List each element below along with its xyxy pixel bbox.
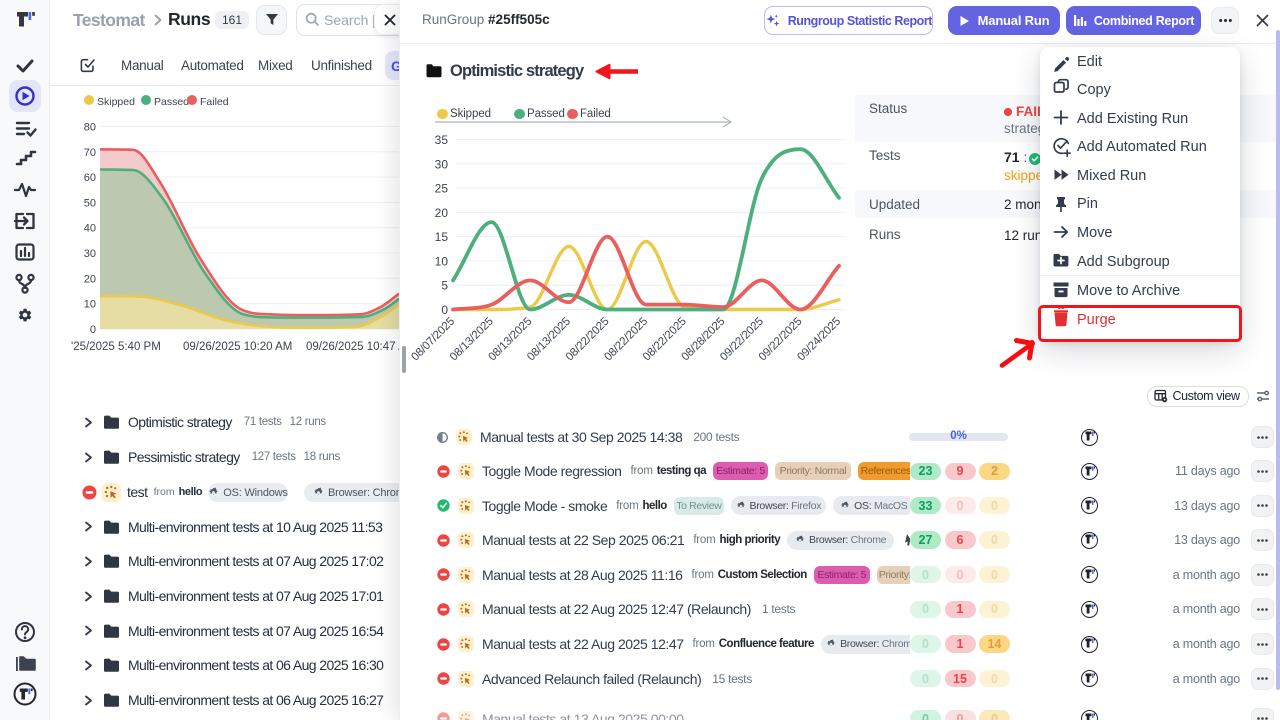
- svg-text:80: 80: [84, 122, 96, 134]
- svg-text:10: 10: [84, 299, 96, 311]
- svg-text:35: 35: [435, 133, 449, 147]
- svg-text:15: 15: [435, 230, 449, 244]
- svg-text:5: 5: [441, 279, 448, 293]
- svg-text:70: 70: [84, 147, 96, 159]
- svg-text:20: 20: [435, 206, 449, 220]
- svg-text:0: 0: [441, 303, 448, 317]
- svg-text:40: 40: [84, 223, 96, 235]
- svg-text:10: 10: [435, 254, 449, 268]
- svg-text:0: 0: [90, 324, 96, 336]
- svg-text:25: 25: [435, 182, 449, 196]
- svg-text:60: 60: [84, 172, 96, 184]
- svg-text:'25/2025 5:40 PM: '25/2025 5:40 PM: [71, 341, 161, 353]
- svg-text:09/26/2025 10:20 AM: 09/26/2025 10:20 AM: [183, 341, 292, 353]
- svg-text:30: 30: [435, 157, 449, 171]
- svg-text:09/26/2025 10:47 AM: 09/26/2025 10:47 AM: [306, 341, 399, 353]
- svg-text:50: 50: [84, 197, 96, 209]
- svg-text:20: 20: [84, 273, 96, 285]
- svg-text:30: 30: [84, 248, 96, 260]
